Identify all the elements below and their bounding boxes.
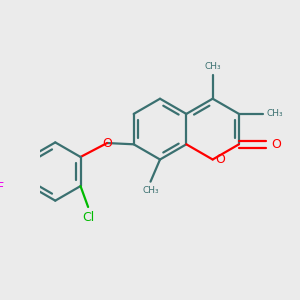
Text: O: O <box>102 136 112 149</box>
Text: O: O <box>271 138 281 151</box>
Text: CH₃: CH₃ <box>204 62 221 71</box>
Text: CH₃: CH₃ <box>266 110 283 118</box>
Text: Cl: Cl <box>82 211 94 224</box>
Text: F: F <box>0 181 4 194</box>
Text: CH₃: CH₃ <box>142 186 159 195</box>
Text: O: O <box>215 153 225 166</box>
